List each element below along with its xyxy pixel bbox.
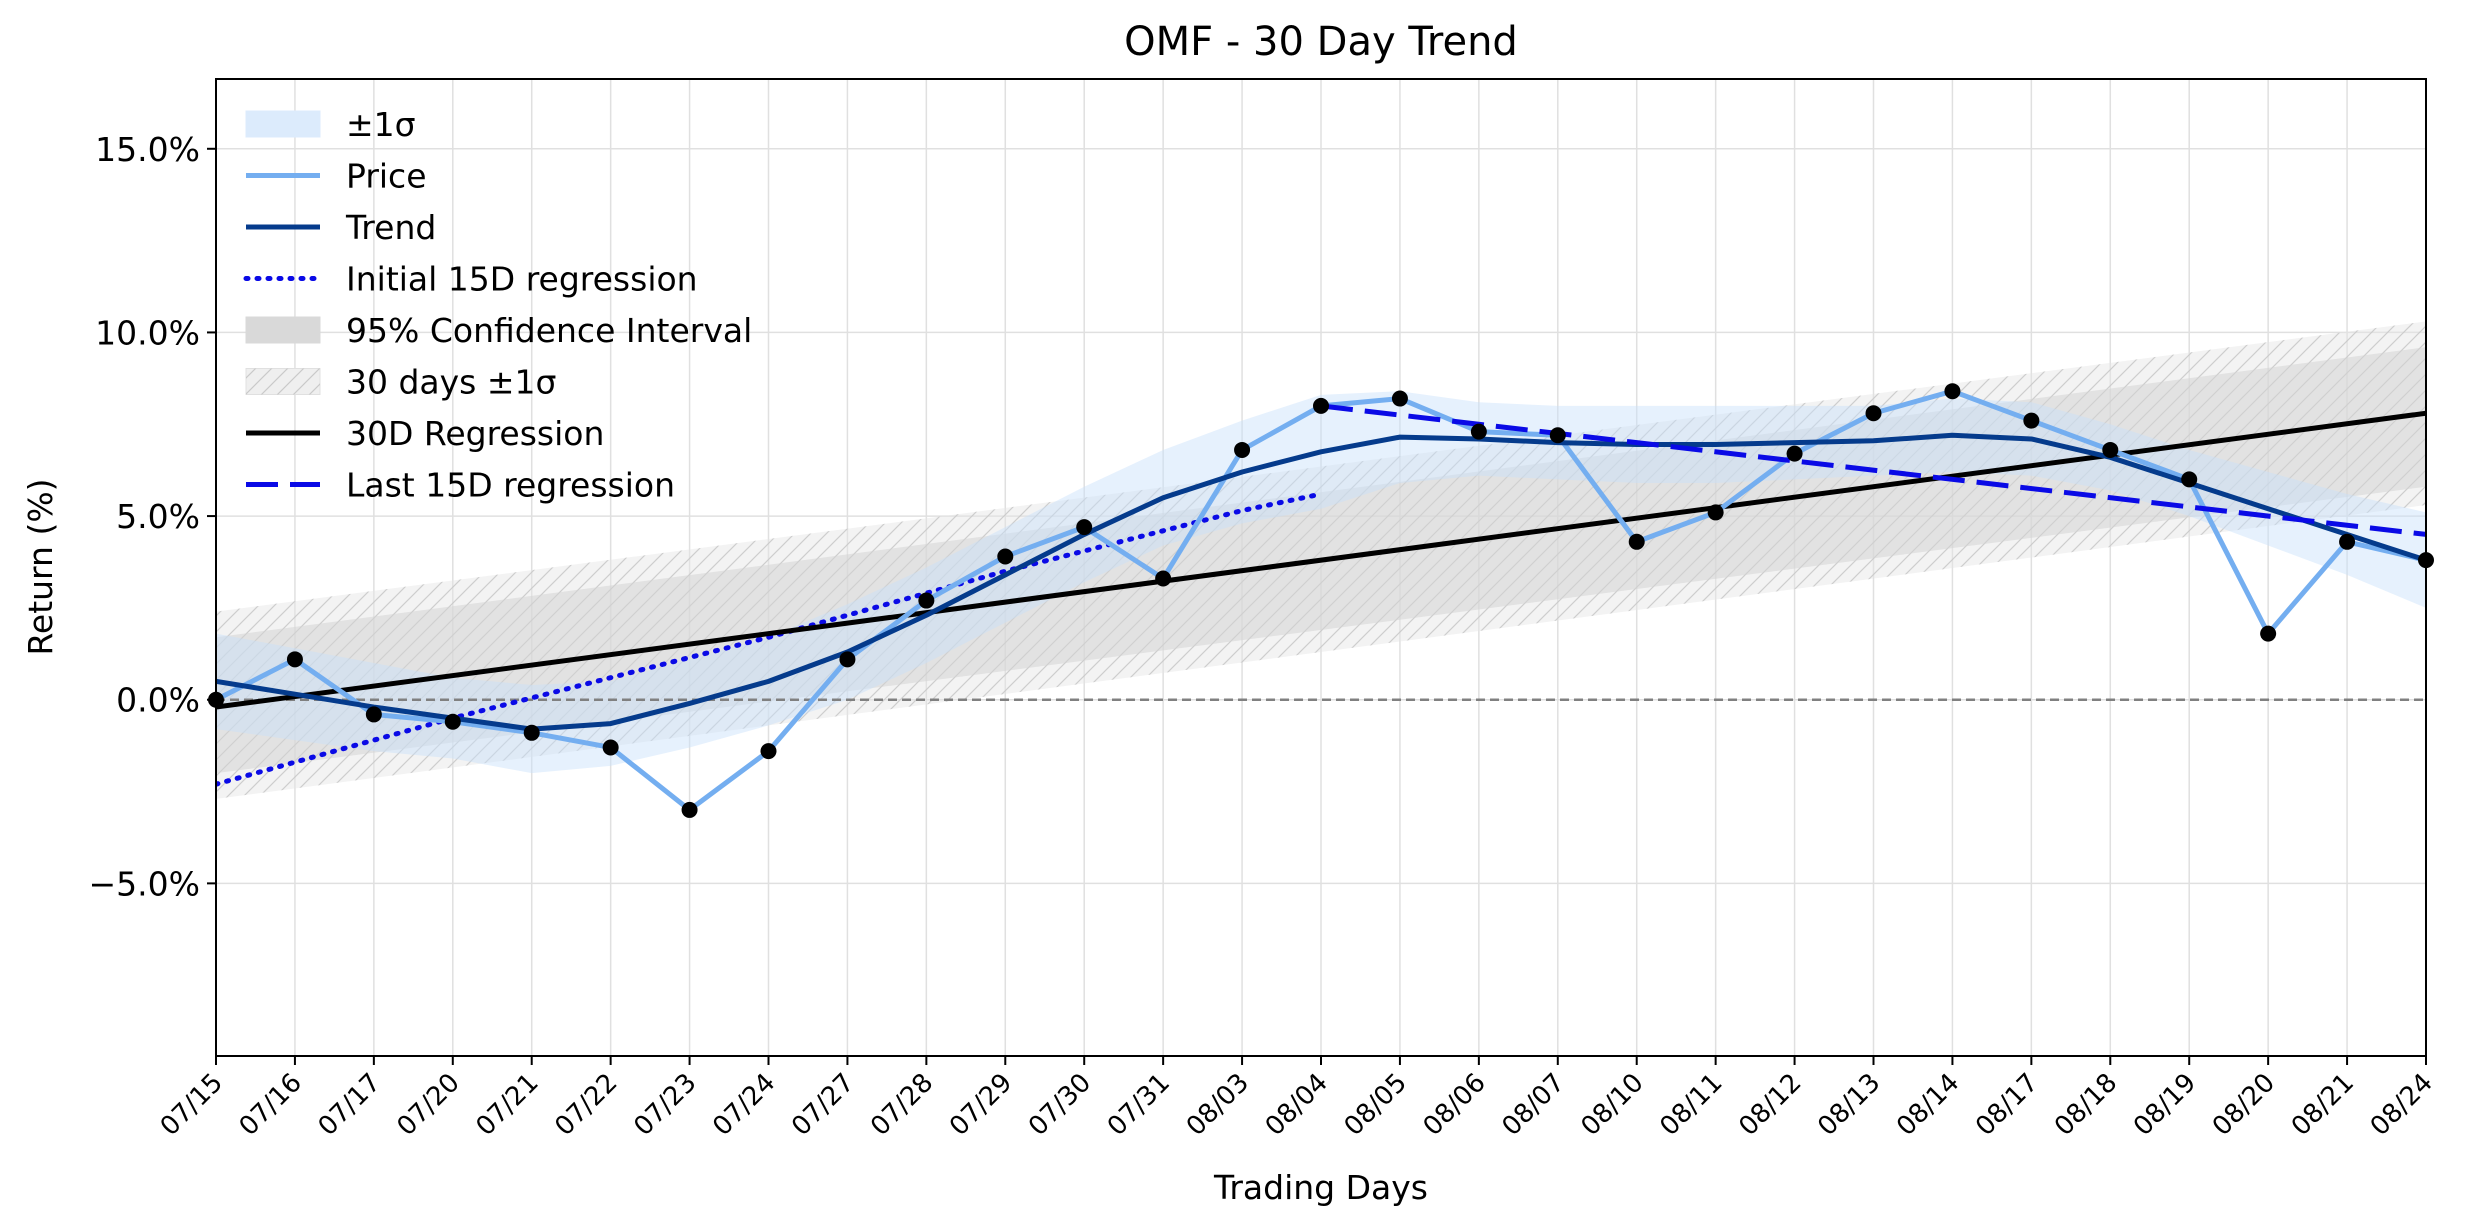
legend-swatch [245, 110, 321, 138]
price-point [523, 724, 540, 741]
y-tick-label: 5.0% [116, 497, 200, 536]
price-point [1786, 445, 1803, 462]
x-tick-label: 07/17 [313, 1068, 387, 1142]
y-axis: −5.0% 0.0% 5.0% 10.0% 15.0% [89, 130, 216, 903]
x-tick-label: 07/21 [470, 1068, 544, 1142]
x-tick-label: 07/30 [1023, 1068, 1097, 1142]
x-tick-label: 07/28 [865, 1068, 939, 1142]
x-tick-label: 08/18 [2049, 1068, 2123, 1142]
x-tick-label: 07/27 [786, 1068, 860, 1142]
y-tick-label: 15.0% [95, 130, 200, 169]
last-15d-regression-line [1320, 403, 2426, 537]
price-point [1944, 383, 1961, 400]
x-tick-label: 08/07 [1497, 1068, 1571, 1142]
x-tick-label: 07/23 [628, 1068, 702, 1142]
price-point [1707, 504, 1724, 521]
legend-label: Last 15D regression [346, 466, 675, 505]
price-point [681, 801, 698, 818]
x-tick-label: 08/04 [1260, 1068, 1334, 1142]
x-tick-label: 08/20 [2207, 1068, 2281, 1142]
x-tick-label: 08/13 [1812, 1068, 1886, 1142]
price-point [760, 743, 777, 760]
price-point [2339, 533, 2356, 550]
price-point [602, 739, 619, 756]
trend-line [216, 432, 2426, 732]
x-axis: 07/15 07/16 07/17 07/20 07/21 07/22 07/23 07/24… [155, 1056, 2439, 1142]
price-point [2102, 441, 2119, 458]
y-tick-label: −5.0% [89, 864, 201, 903]
x-tick-label: 08/19 [2128, 1068, 2202, 1142]
y-tick-label: 0.0% [116, 681, 200, 720]
band-sigma [216, 391, 2426, 774]
x-tick-label: 08/21 [2286, 1068, 2360, 1142]
legend-label: Initial 15D regression [346, 260, 698, 299]
price-points [208, 383, 2434, 818]
price-point [2181, 471, 2198, 488]
x-tick-label: 07/15 [155, 1068, 229, 1142]
price-point [1470, 423, 1487, 440]
y-axis-label: Return (%) [21, 478, 60, 655]
x-tick-label: 07/31 [1102, 1068, 1176, 1142]
x-tick-label: 07/16 [234, 1068, 308, 1142]
x-tick-label: 08/12 [1733, 1068, 1807, 1142]
x-tick-label: 07/24 [707, 1068, 781, 1142]
legend-label: ±1σ [346, 105, 416, 144]
price-point [839, 651, 856, 668]
x-tick-label: 08/05 [1339, 1068, 1413, 1142]
price-point [918, 592, 935, 609]
x-tick-label: 08/10 [1575, 1068, 1649, 1142]
x-tick-label: 07/29 [944, 1068, 1018, 1142]
x-tick-label: 07/22 [549, 1068, 623, 1142]
price-point [444, 713, 461, 730]
price-point [1076, 519, 1093, 536]
price-point [997, 548, 1014, 565]
legend: ±1σ Price Trend Initial 15D regression 95% C… [243, 105, 752, 505]
price-point [1234, 441, 1251, 458]
price-point [1313, 397, 1329, 414]
legend-swatch-hatch [246, 368, 320, 395]
price-point [1155, 570, 1172, 587]
legend-label: 30 days ±1σ [346, 363, 556, 402]
x-tick-label: 07/20 [392, 1068, 466, 1142]
legend-label: 95% Confidence Interval [346, 311, 752, 350]
price-point [2023, 412, 2040, 429]
initial-15d-regression-line [216, 491, 1324, 787]
x-tick-label: 08/11 [1654, 1068, 1728, 1142]
price-point [1628, 533, 1645, 550]
30d-regression-line [216, 410, 2426, 710]
legend-label: Price [346, 157, 427, 196]
x-tick-label: 08/24 [2365, 1068, 2439, 1142]
legend-label: Trend [345, 208, 436, 247]
x-tick-label: 08/17 [1970, 1068, 2044, 1142]
price-point [1549, 427, 1566, 444]
price-point [365, 706, 382, 723]
x-tick-label: 08/06 [1418, 1068, 1492, 1142]
price-point [1865, 405, 1882, 422]
x-tick-label: 08/14 [1891, 1068, 1965, 1142]
x-tick-label: 08/03 [1181, 1068, 1255, 1142]
legend-swatch [245, 316, 321, 344]
y-tick-label: 10.0% [95, 313, 200, 352]
legend-label: 30D Regression [346, 414, 604, 453]
price-point [286, 651, 303, 668]
chart-title: OMF - 30 Day Trend [1124, 19, 1518, 65]
x-axis-label: Trading Days [1213, 1168, 1428, 1207]
price-point [1391, 390, 1408, 407]
price-point [2260, 625, 2277, 642]
